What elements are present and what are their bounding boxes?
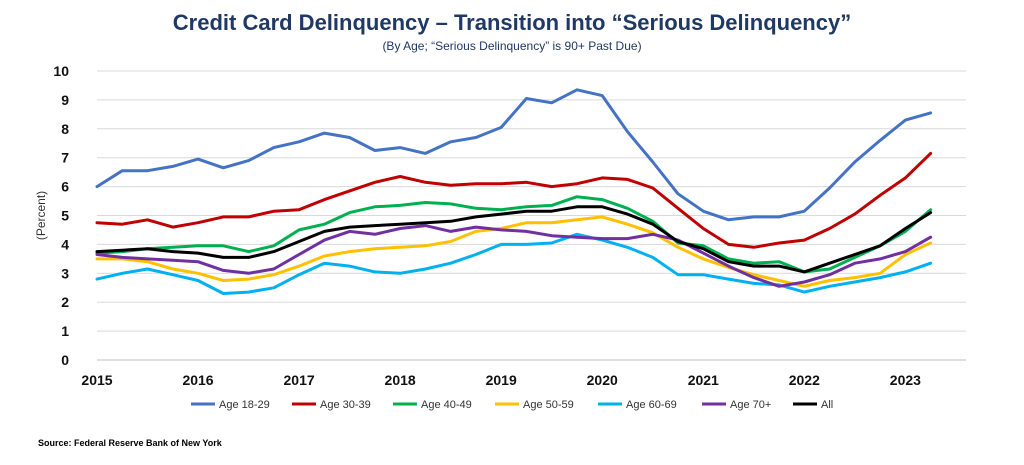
y-tick-label: 10 xyxy=(53,63,69,79)
axes: 0 1 2 3 4 5 6 7 8 9 10 2015 2016 2017 2018 2019 2020 2021… xyxy=(34,63,966,388)
series-line-age-40-49 xyxy=(95,195,933,274)
x-tick-label: 2023 xyxy=(890,372,921,388)
y-tick-label: 2 xyxy=(61,294,69,310)
x-tick-label: 2021 xyxy=(688,372,719,388)
series-line-all xyxy=(95,205,933,274)
series-line-age-18-29 xyxy=(95,88,933,222)
y-tick-label: 1 xyxy=(61,323,69,339)
source-note: Source: Federal Reserve Bank of New York xyxy=(38,438,222,448)
y-tick-label: 7 xyxy=(61,150,69,166)
x-tick-label: 2015 xyxy=(81,372,112,388)
y-tick-label: 8 xyxy=(61,121,69,137)
y-tick-label: 6 xyxy=(61,179,69,195)
legend-label-age-70: Age 70+ xyxy=(730,399,771,411)
series-line-age-70 xyxy=(95,224,933,288)
y-tick-label: 0 xyxy=(61,352,69,368)
chart-subtitle: (By Age; “Serious Delinquency” is 90+ Pa… xyxy=(382,39,642,53)
x-tick-label: 2017 xyxy=(284,372,315,388)
x-tick-label: 2020 xyxy=(587,372,618,388)
series-line-age-60-69 xyxy=(95,232,933,295)
series-lines xyxy=(95,88,933,295)
legend-label-age-40-49: Age 40-49 xyxy=(421,399,472,411)
legend-label-age-50-59: Age 50-59 xyxy=(523,399,574,411)
x-tick-label: 2016 xyxy=(182,372,213,388)
chart-title: Credit Card Delinquency – Transition int… xyxy=(172,10,852,35)
y-tick-label: 3 xyxy=(61,265,69,281)
series-line-age-30-39 xyxy=(95,151,933,249)
legend-label-all: All xyxy=(821,399,833,411)
legend-label-age-60-69: Age 60-69 xyxy=(626,399,677,411)
y-tick-label: 5 xyxy=(61,208,69,224)
x-tick-label: 2018 xyxy=(385,372,416,388)
legend-label-age-30-39: Age 30-39 xyxy=(320,399,371,411)
series-line-age-50-59 xyxy=(95,215,933,288)
x-tick-label: 2022 xyxy=(789,372,820,388)
y-tick-label: 4 xyxy=(61,236,69,252)
legend: Age 18-29 Age 30-39 Age 40-49 Age 50-59 Age … xyxy=(191,399,833,411)
y-tick-label: 9 xyxy=(61,92,69,108)
y-axis-label: (Percent) xyxy=(34,191,48,240)
legend-label-age-18-29: Age 18-29 xyxy=(219,399,270,411)
x-tick-label: 2019 xyxy=(486,372,517,388)
